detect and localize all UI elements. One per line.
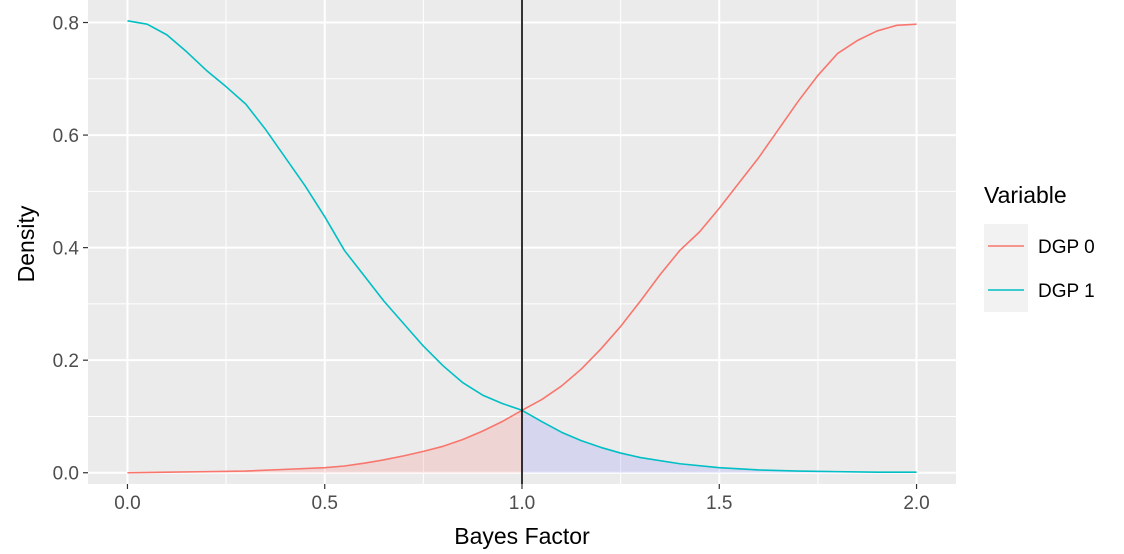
x-tick-label: 0.0: [114, 493, 140, 514]
series-line-dgp-0: [127, 23, 917, 474]
shaded-area-dgp-0: [127, 410, 522, 473]
series-line-dgp-1: [127, 20, 917, 473]
y-tick-label: 0.4: [53, 239, 80, 260]
x-axis-title: Bayes Factor: [454, 523, 590, 549]
x-tick-label: 2.0: [903, 493, 929, 514]
y-axis-title: Density: [13, 205, 39, 282]
legend-title: Variable: [984, 182, 1067, 208]
density-lines: [127, 20, 917, 474]
x-tick-label: 1.5: [706, 493, 732, 514]
y-tick-label: 0.8: [53, 14, 79, 35]
y-tick-label: 0.0: [53, 464, 79, 485]
legend-label: DGP 1: [1038, 281, 1095, 302]
legend-items: DGP 0 DGP 1: [984, 224, 1095, 312]
y-axis: 0.0 0.2 0.4 0.6 0.8: [53, 14, 88, 485]
x-tick-label: 0.5: [312, 493, 338, 514]
y-tick-label: 0.2: [53, 351, 79, 372]
x-axis: 0.0 0.5 1.0 1.5 2.0: [114, 484, 930, 514]
shaded-areas: [127, 410, 917, 473]
legend-label: DGP 0: [1038, 237, 1095, 258]
legend: Variable DGP 0 DGP 1: [984, 182, 1095, 312]
shaded-area-dgp-1: [522, 410, 917, 473]
y-tick-label: 0.6: [53, 126, 79, 147]
x-tick-label: 1.0: [509, 493, 535, 514]
